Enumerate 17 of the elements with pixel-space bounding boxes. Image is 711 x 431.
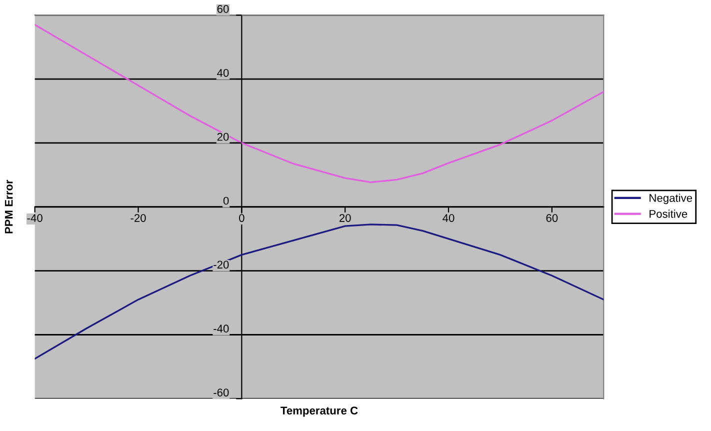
- y-tick-label: -20: [214, 260, 229, 269]
- y-tick-label: -60: [214, 388, 229, 396]
- x-tick-label: -20: [130, 214, 146, 222]
- y-tick-label: -40: [214, 324, 229, 333]
- y-tick-label: 40: [217, 68, 229, 77]
- x-tick-label: 40: [442, 214, 454, 222]
- y-tick-label: 0: [223, 196, 229, 205]
- x-tick-label: 60: [546, 214, 558, 222]
- y-axis-title: PPM Error: [4, 180, 13, 234]
- legend-label: Positive: [650, 210, 688, 218]
- legend-label: Negative: [650, 194, 692, 204]
- x-tick-label: 20: [339, 214, 351, 222]
- x-tick-label: 0: [239, 214, 244, 222]
- x-tick-label: -40: [27, 214, 42, 222]
- y-tick-label: 60: [217, 5, 229, 13]
- y-tick-label: 20: [217, 132, 229, 141]
- x-axis-title: Temperature C: [280, 406, 358, 417]
